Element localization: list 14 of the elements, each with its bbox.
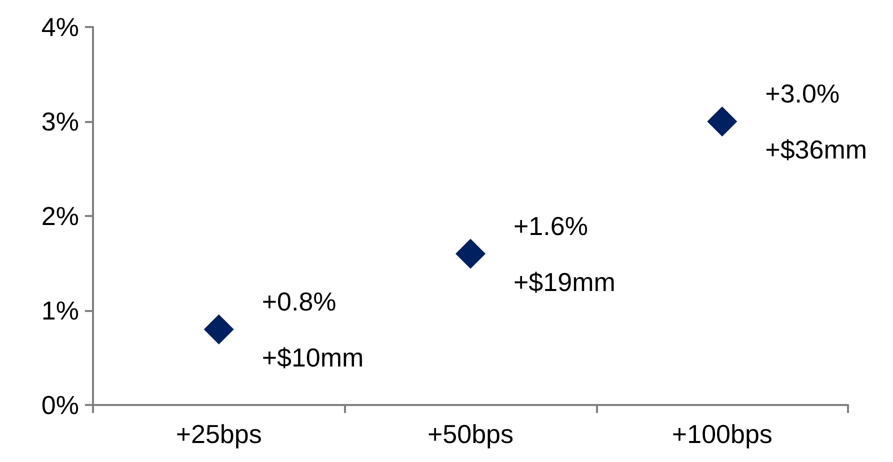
y-tick-label: 0% <box>41 390 79 420</box>
point <box>204 314 234 344</box>
x-tick-label: +100bps <box>672 419 772 449</box>
x-tick-label: +50bps <box>427 419 514 449</box>
y-tick-label: 3% <box>41 106 79 136</box>
y-tick-label: 2% <box>41 201 79 231</box>
point <box>456 238 486 269</box>
y-tick-label: 1% <box>41 296 79 326</box>
data-label: +0.8% +$10mm <box>262 286 364 372</box>
data-label: +3.0% +$36mm <box>765 78 868 164</box>
x-tick-label: +25bps <box>176 419 262 449</box>
point <box>707 106 738 136</box>
data-label: +1.6% +$19mm <box>514 210 616 297</box>
y-tick-label: 4% <box>41 12 79 42</box>
